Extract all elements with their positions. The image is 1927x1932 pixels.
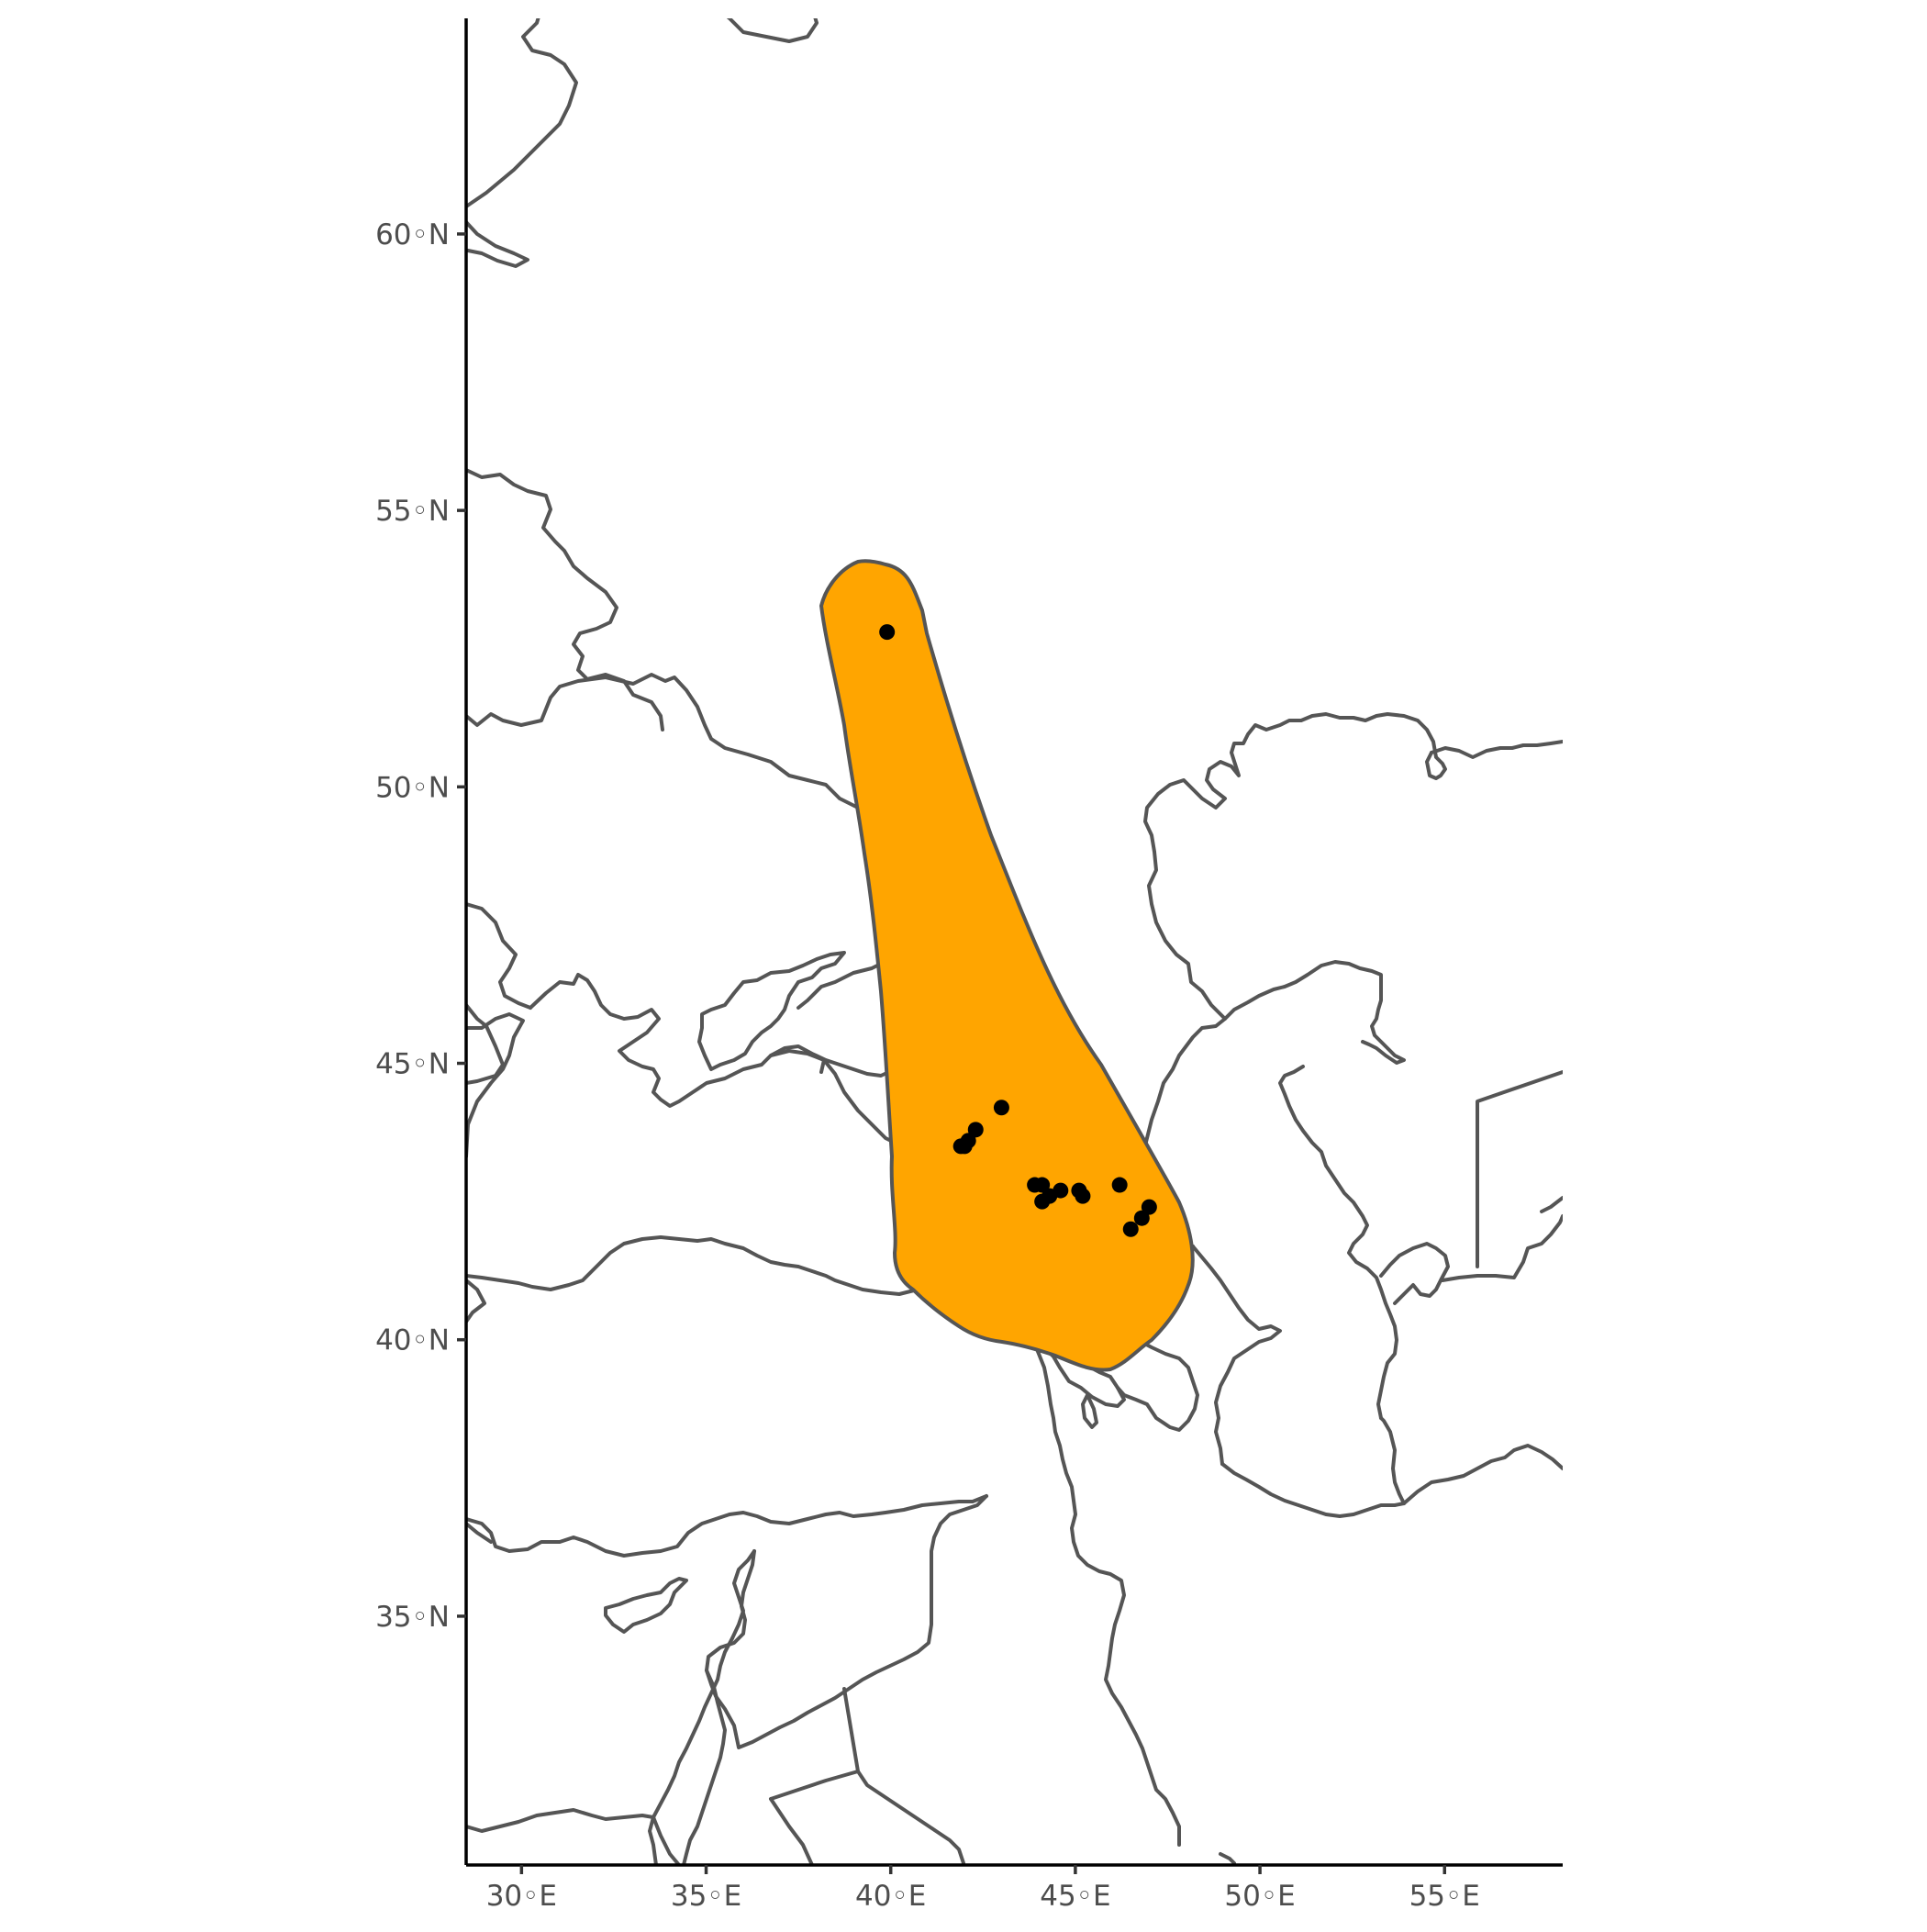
aral-region (1540, 1196, 1563, 1213)
caspian-west-coast (1191, 1245, 1282, 1466)
x-tick-label: 55◦E (1409, 1880, 1480, 1913)
turkey-south-coast (466, 1522, 493, 1544)
occurrence-point (1111, 1177, 1128, 1193)
jordan-border (769, 1797, 814, 1865)
iran-north (1402, 1444, 1563, 1505)
turkmen-border (1441, 1214, 1563, 1282)
cyprus (604, 1577, 688, 1634)
levant-coast (648, 1636, 734, 1865)
x-tick-label: 50◦E (1224, 1880, 1295, 1913)
occurrence-point (1034, 1177, 1051, 1193)
syria-iraq-border (705, 1494, 988, 1749)
crimea (697, 951, 846, 1071)
syria-turkey-coast (730, 1549, 756, 1640)
x-tick-label: 35◦E (671, 1880, 741, 1913)
x-tick-label: 45◦E (1040, 1880, 1110, 1913)
caspian-south (1220, 1416, 1406, 1518)
jordan-iraq-border (769, 1770, 860, 1801)
uzbek-kazakh-border (1476, 1070, 1563, 1268)
turkey-thrace (466, 1279, 486, 1323)
x-axis-ticks: 30◦E 35◦E 40◦E 45◦E 50◦E 55◦E (486, 1865, 1480, 1913)
y-tick-label: 50◦N (375, 771, 450, 804)
occurrence-point (1053, 1182, 1069, 1199)
gulf-finland (466, 220, 529, 268)
occurrence-point (1133, 1210, 1150, 1226)
israel-border (682, 1669, 727, 1865)
black-sea-south (466, 1156, 965, 1296)
iraq-saudi-border (842, 1687, 965, 1865)
y-tick-label: 55◦N (375, 495, 450, 528)
occurrence-point (956, 1138, 973, 1155)
kuwait (1219, 1852, 1236, 1865)
caspian-east (1278, 1065, 1398, 1420)
occurrence-point (1141, 1199, 1157, 1215)
russia-kazakhstan-border (1136, 712, 1447, 1248)
map-axes: 30◦E 35◦E 40◦E 45◦E 50◦E 55◦E 35◦N 40◦N 45◦N 50◦… (375, 18, 1563, 1913)
garabogaz (1379, 1242, 1450, 1305)
y-tick-label: 45◦N (375, 1048, 450, 1081)
y-tick-label: 35◦N (375, 1601, 450, 1634)
egypt-sinai (652, 1815, 681, 1865)
iran-turkey-border (1030, 1329, 1181, 1847)
x-tick-label: 30◦E (486, 1880, 557, 1913)
species-range-polygon (819, 559, 1195, 1372)
belarus-ukraine-border (466, 673, 890, 883)
white-sea-coast (726, 18, 819, 43)
y-tick-label: 40◦N (375, 1324, 450, 1357)
occurrence-point (967, 1122, 984, 1138)
occurrence-point (879, 624, 896, 641)
romania-coast (466, 1003, 505, 1085)
moldova-border (466, 902, 532, 1010)
kazakhstan-north (1430, 740, 1563, 759)
occurrence-point (993, 1100, 1009, 1116)
occurrence-points (879, 624, 1157, 1237)
y-tick-label: 60◦N (375, 218, 450, 251)
caspian-north (1223, 960, 1406, 1065)
black-sea-north (466, 1012, 525, 1158)
russia-belarus-border (466, 468, 664, 731)
finland-coast (466, 18, 578, 208)
species-range-layer (819, 559, 1195, 1372)
turkey-syria-border (466, 1494, 988, 1558)
dnieper-coast (529, 973, 826, 1108)
x-tick-label: 40◦E (855, 1880, 926, 1913)
occurrence-point (1075, 1188, 1091, 1204)
y-axis-ticks: 35◦N 40◦N 45◦N 50◦N 55◦N 60◦N (375, 218, 466, 1634)
egypt-coast (466, 1808, 655, 1833)
lake-urmia (1081, 1393, 1098, 1429)
occurrence-point (1122, 1221, 1139, 1237)
